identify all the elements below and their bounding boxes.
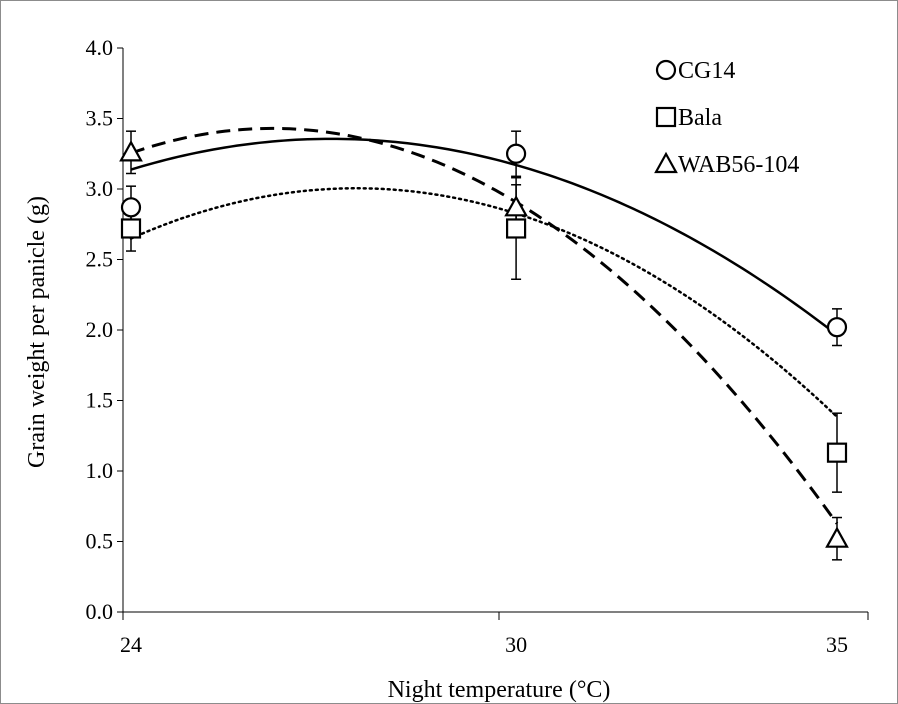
y-tick-label: 2.5 — [86, 247, 114, 272]
point-cg14 — [120, 197, 142, 218]
y-tick-label: 0.0 — [86, 599, 114, 624]
legend-label-wab56-104: WAB56-104 — [678, 152, 799, 178]
legend-marker-cg14 — [655, 59, 677, 81]
trend-line-wab56-104 — [130, 126, 839, 525]
y-tick-label: 3.0 — [86, 176, 114, 201]
x-tick-label: 35 — [826, 632, 848, 657]
point-bala — [505, 218, 527, 239]
y-tick-label: 2.0 — [86, 317, 114, 342]
y-tick-label: 1.5 — [86, 388, 114, 413]
point-bala — [826, 442, 848, 463]
legend-label-cg14: CG14 — [678, 58, 735, 84]
error-bars — [126, 130, 842, 561]
trend-line-cg14 — [130, 137, 838, 336]
point-cg14 — [826, 317, 848, 338]
legend: CG14 Bala WAB56-104 — [654, 58, 799, 178]
y-axis-title: Grain weight per panicle (g) — [24, 196, 50, 468]
legend-marker-wab56-104 — [654, 151, 678, 174]
legend-marker-bala — [655, 106, 677, 128]
x-axis-title: Night temperature (°C) — [388, 677, 611, 703]
point-cg14 — [505, 143, 527, 164]
point-wab56-104 — [825, 526, 849, 548]
axes — [117, 47, 869, 620]
y-tick-label: 0.5 — [86, 529, 114, 554]
legend-label-bala: Bala — [678, 105, 722, 131]
y-tick-label: 3.5 — [86, 106, 114, 131]
trend-lines — [129, 126, 839, 525]
y-tick-label: 1.0 — [86, 458, 114, 483]
x-tick-label: 24 — [120, 632, 142, 657]
point-wab56-104 — [119, 140, 143, 162]
data-points — [119, 140, 849, 548]
point-wab56-104 — [504, 195, 528, 217]
y-tick-label: 4.0 — [86, 35, 114, 60]
x-tick-label: 30 — [505, 632, 527, 657]
point-bala — [120, 218, 142, 239]
trend-line-bala — [129, 187, 839, 419]
tick-labels: 0.0 0.5 1.0 1.5 2.0 2.5 3.0 3.5 4.0 24 30 35 — [86, 35, 849, 657]
